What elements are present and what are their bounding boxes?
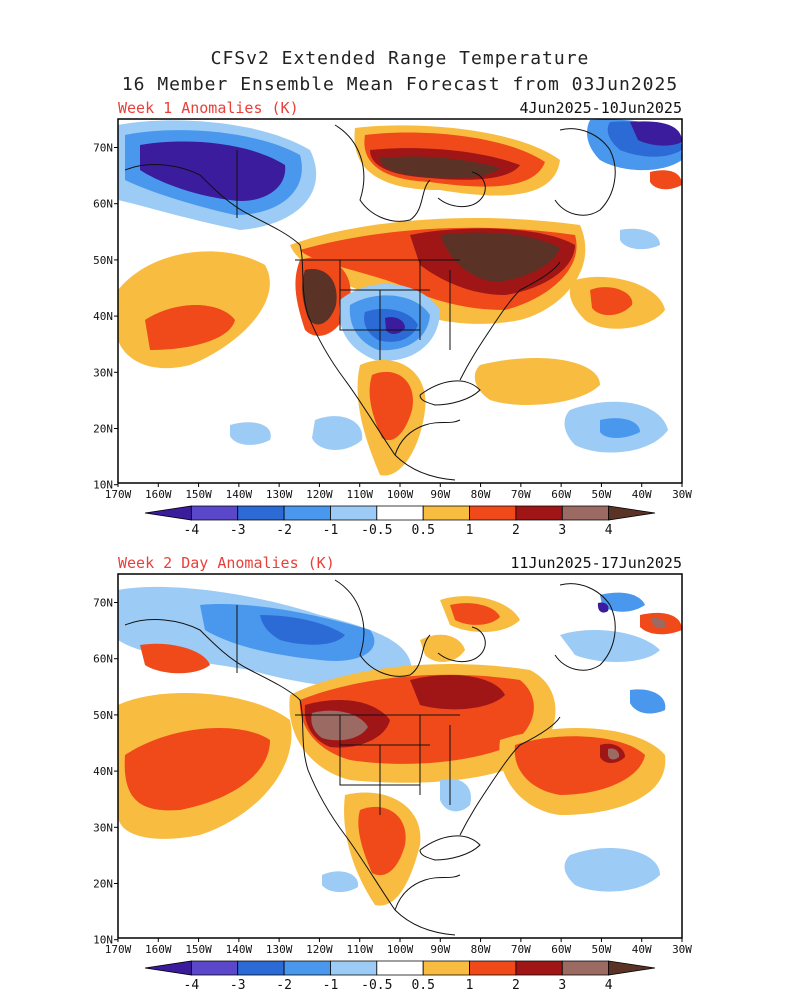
week2-colorbar-label: -1	[323, 978, 339, 993]
week2-colorbar-label: -0.5	[361, 978, 392, 993]
panel-2-dates: 11Jun2025-17Jun2025	[510, 554, 682, 572]
week2-colorbar-swatch	[330, 960, 378, 976]
week1-lat-label: 60N	[93, 198, 113, 211]
week1-colorbar-label: -1	[323, 523, 339, 538]
week2-lat-label: 30N	[93, 821, 113, 834]
anomaly-field-week2	[118, 574, 682, 938]
week2-lon-label: 70W	[511, 943, 531, 956]
week2-lon-label: 80W	[471, 943, 491, 956]
week1-lat-label: 70N	[93, 142, 113, 155]
map-panel-week1: 170W 160W 150W 140W 130W 120W 110W 100W 90W 80W 70…	[93, 118, 692, 502]
week2-lon-label: 130W	[266, 943, 293, 956]
week1-colorbar-label: 0.5	[411, 523, 434, 538]
week2-colorbar-label: 0.5	[411, 978, 434, 993]
week1-colorbar-label: 4	[605, 523, 613, 538]
panel-2-label: Week 2 Day Anomalies (K)	[118, 554, 335, 572]
week1-lon-label: 150W	[185, 488, 212, 501]
title-line-1: CFSv2 Extended Range Temperature	[210, 48, 590, 69]
week1-lon-label: 120W	[306, 488, 333, 501]
week1-colorbar-label: -2	[276, 523, 292, 538]
week1-lon-label: 70W	[511, 488, 531, 501]
week2-colorbar-swatch	[561, 960, 610, 976]
coastlines-week2	[124, 579, 616, 936]
week2-lon-label: 120W	[306, 943, 333, 956]
week1-colorbar-swatch	[608, 505, 656, 521]
week2-lon-label: 100W	[387, 943, 414, 956]
week2-colorbar-swatch	[469, 960, 517, 976]
week2-lon-label: 40W	[632, 943, 652, 956]
week1-lon-label: 30W	[672, 488, 692, 501]
week2-colorbar-swatch	[190, 960, 239, 976]
week2-colorbar-label: -3	[230, 978, 246, 993]
week2-lon-label: 110W	[346, 943, 373, 956]
week1-lon-label: 90W	[430, 488, 450, 501]
week2-colorbar-swatch	[515, 960, 563, 976]
week2-colorbar-swatch	[283, 960, 331, 976]
week1-lat-label: 20N	[93, 423, 113, 436]
week2-colorbar-swatch	[144, 960, 192, 976]
map-panel-week2: 170W 160W 150W 140W 130W 120W 110W 100W 90W 80W 70…	[93, 573, 692, 957]
panel-1-label: Week 1 Anomalies (K)	[118, 99, 299, 117]
week1-lon-label: 100W	[387, 488, 414, 501]
week2-colorbar-label: 1	[466, 978, 474, 993]
week2-colorbar-swatch	[608, 960, 656, 976]
week2-colorbar-label: -4	[184, 978, 200, 993]
coastlines-week1	[124, 124, 616, 481]
week1-colorbar-label: -0.5	[361, 523, 392, 538]
week2-lon-label: 140W	[226, 943, 253, 956]
week2-lon-label: 170W	[105, 943, 132, 956]
week1-lat-label: 10N	[93, 479, 113, 492]
panel-1-dates: 4Jun2025-10Jun2025	[519, 99, 682, 117]
week2-lat-label: 40N	[93, 765, 113, 778]
axes-week2: 170W 160W 150W 140W 130W 120W 110W 100W 90W 80W 70…	[93, 597, 692, 957]
week1-lon-label: 130W	[266, 488, 293, 501]
week1-lat-label: 50N	[93, 254, 113, 267]
week2-lon-label: 30W	[672, 943, 692, 956]
week1-lon-label: 60W	[551, 488, 571, 501]
week2-lon-label: 160W	[145, 943, 172, 956]
week2-colorbar-swatch	[237, 960, 285, 976]
colorbar-week1: -4 -3 -2 -1 -0.5 0.5 1 2 3 4	[144, 505, 656, 538]
week1-lon-label: 160W	[145, 488, 172, 501]
week1-lon-label: 80W	[471, 488, 491, 501]
week2-colorbar-swatch	[422, 960, 470, 976]
week1-colorbar-label: -3	[230, 523, 246, 538]
week2-colorbar-label: 3	[558, 978, 566, 993]
week2-colorbar-label: -2	[276, 978, 292, 993]
week2-lat-label: 70N	[93, 597, 113, 610]
week1-colorbar-label: -4	[184, 523, 200, 538]
week1-colorbar-label: 1	[466, 523, 474, 538]
week1-lon-label: 170W	[105, 488, 132, 501]
week1-lat-label: 40N	[93, 310, 113, 323]
week1-colorbar-label: 2	[512, 523, 520, 538]
week1-lat-label: 30N	[93, 366, 113, 379]
week2-lat-label: 60N	[93, 653, 113, 666]
week2-lat-label: 10N	[93, 934, 113, 947]
week1-colorbar-label: 3	[558, 523, 566, 538]
week1-lon-label: 140W	[226, 488, 253, 501]
week2-colorbar-swatch	[376, 960, 424, 976]
week2-lat-label: 50N	[93, 709, 113, 722]
title-line-2: 16 Member Ensemble Mean Forecast from 03…	[121, 74, 679, 95]
axes-week1: 170W 160W 150W 140W 130W 120W 110W 100W 90W 80W 70…	[93, 142, 692, 502]
week2-colorbar-label: 2	[512, 978, 520, 993]
week1-lon-label: 50W	[591, 488, 611, 501]
week2-lon-label: 150W	[185, 943, 212, 956]
anomaly-field-week1	[118, 119, 682, 483]
colorbar-week2: -4 -3 -2 -1 -0.5 0.5 1 2 3 4	[144, 960, 656, 993]
week2-lon-label: 60W	[551, 943, 571, 956]
week1-lon-label: 40W	[632, 488, 652, 501]
week2-lon-label: 90W	[430, 943, 450, 956]
week1-lon-label: 110W	[346, 488, 373, 501]
week2-lon-label: 50W	[591, 943, 611, 956]
week2-lat-label: 20N	[93, 878, 113, 891]
week2-colorbar-label: 4	[605, 978, 613, 993]
